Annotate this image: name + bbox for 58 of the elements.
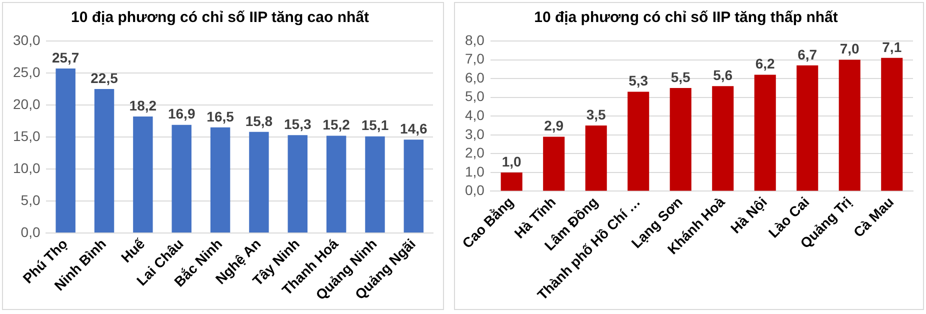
bar — [628, 92, 650, 191]
data-label: 7,1 — [882, 38, 902, 55]
data-label: 5,3 — [628, 72, 648, 89]
bar — [754, 74, 776, 191]
bar — [712, 86, 734, 191]
data-label: 6,2 — [755, 56, 776, 72]
y-tick-label: 0,0 — [20, 224, 40, 240]
bar — [133, 116, 153, 233]
bar — [94, 89, 114, 233]
bar — [326, 136, 346, 233]
y-tick-label: 6,0 — [464, 69, 485, 86]
y-tick-label: 5,0 — [20, 192, 40, 208]
chart-title: 10 địa phương có chỉ số IIP tăng thấp nhất — [534, 9, 838, 26]
bar — [543, 136, 565, 191]
bar — [670, 88, 692, 191]
y-tick-label: 4,0 — [464, 106, 485, 123]
bar — [500, 172, 522, 191]
data-label: 16,9 — [168, 106, 196, 122]
y-tick-label: 0,0 — [464, 182, 485, 198]
y-tick-label: 30,0 — [13, 32, 40, 48]
bar — [288, 135, 308, 233]
bar — [365, 136, 385, 233]
y-tick-label: 15,0 — [13, 128, 40, 144]
data-label: 18,2 — [129, 97, 157, 114]
y-tick-label: 8,0 — [464, 32, 485, 48]
chart-title: 10 địa phương có chỉ số IIP tăng cao nhất — [71, 9, 369, 26]
y-tick-label: 10,0 — [13, 160, 40, 176]
y-tick-label: 2,0 — [464, 144, 485, 161]
data-label: 3,5 — [586, 106, 606, 122]
data-label: 15,8 — [245, 112, 273, 129]
bar — [56, 68, 76, 233]
y-tick-label: 1,0 — [464, 163, 485, 180]
y-tick-label: 20,0 — [13, 96, 40, 112]
bar — [210, 127, 230, 233]
data-label: 5,6 — [713, 66, 733, 83]
data-label: 15,3 — [284, 116, 312, 132]
y-tick-label: 7,0 — [464, 50, 485, 67]
y-tick-label: 5,0 — [464, 88, 485, 104]
data-label: 7,0 — [840, 40, 860, 57]
data-label: 22,5 — [90, 70, 118, 86]
data-label: 16,5 — [206, 108, 234, 124]
data-label: 14,6 — [400, 120, 428, 136]
bar — [249, 132, 269, 233]
bar — [172, 124, 192, 233]
data-label: 25,7 — [52, 49, 80, 66]
data-label: 1,0 — [502, 153, 522, 170]
data-label: 6,7 — [798, 46, 818, 62]
bar — [838, 60, 860, 191]
bar — [881, 58, 903, 191]
data-label: 2,9 — [544, 118, 564, 134]
data-label: 5,5 — [670, 68, 691, 85]
bar — [404, 140, 424, 233]
bar — [585, 126, 607, 191]
data-label: 15,1 — [361, 117, 389, 134]
bar — [796, 65, 818, 191]
y-tick-label: 25,0 — [13, 64, 40, 80]
y-tick-label: 3,0 — [464, 126, 485, 142]
data-label: 15,2 — [322, 116, 350, 133]
